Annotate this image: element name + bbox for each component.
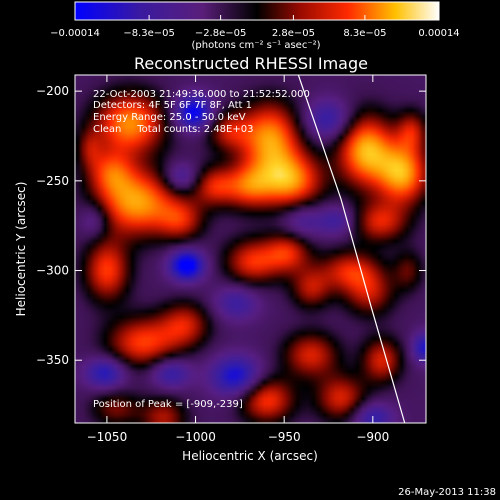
annotation-time-range: 22-Oct-2003 21:49:36.000 to 21:52:52.000 — [93, 89, 310, 100]
footer-timestamp: 26-May-2013 11:38 — [398, 487, 496, 498]
y-tick-label: −250 — [36, 174, 69, 188]
x-tick-label: −900 — [356, 430, 389, 444]
colorbar-tick-label: −8.3e−05 — [123, 28, 175, 39]
heatmap-image — [75, 75, 426, 423]
colorbar-tick-label: −2.8e−05 — [195, 28, 247, 39]
plot-frame — [74, 74, 427, 424]
annotation-peak-position: Position of Peak = [-909,-239] — [93, 399, 243, 410]
colorbar — [74, 1, 440, 21]
colorbar-tick-label: −0.00014 — [50, 28, 100, 39]
x-tick-label: −1000 — [175, 430, 216, 444]
colorbar-tick-label: 8.3e−05 — [343, 28, 386, 39]
y-tick-label: −300 — [36, 264, 69, 278]
colorbar-tick-label: 0.00014 — [418, 28, 459, 39]
y-axis-label: Heliocentric Y (arcsec) — [14, 182, 28, 317]
x-tick-label: −1050 — [87, 430, 128, 444]
colorbar-units-label: (photons cm⁻² s⁻¹ asec⁻²) — [191, 40, 320, 51]
y-tick-label: −200 — [36, 84, 69, 98]
x-tick-label: −950 — [268, 430, 301, 444]
annotation-clean-counts: Clean Total counts: 2.48E+03 — [93, 124, 253, 135]
y-tick-label: −350 — [36, 353, 69, 367]
chart-title: Reconstructed RHESSI Image — [134, 54, 368, 73]
annotation-energy-range: Energy Range: 25.0 - 50.0 keV — [93, 112, 246, 123]
x-axis-label: Heliocentric X (arcsec) — [182, 449, 318, 463]
annotation-detectors: Detectors: 4F 5F 6F 7F 8F, Att 1 — [93, 100, 252, 111]
solar-limb-curve — [297, 75, 406, 423]
colorbar-tick-label: 2.8e−05 — [272, 28, 315, 39]
colorbar-ticks: −0.00014 −8.3e−05 −2.8e−05 2.8e−05 8.3e−05 0.… — [50, 15, 460, 39]
axis-ticks: −1050 −1000 −950 −900 −200 −250 −300 −350 — [36, 75, 426, 444]
